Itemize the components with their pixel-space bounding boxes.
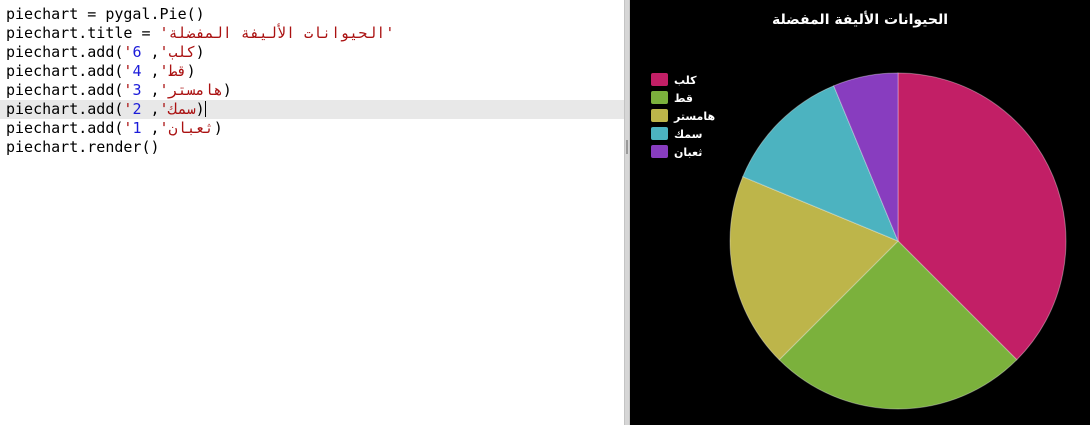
code-token: ) — [213, 119, 223, 137]
legend-swatch[interactable] — [651, 145, 668, 158]
code-line[interactable]: piechart.add('ثعبان', 1) — [0, 119, 624, 138]
legend-swatch[interactable] — [651, 91, 668, 104]
legend-label[interactable]: ثعبان — [674, 146, 702, 159]
code-token: 'الحيوانات الأليفة المفضلة' — [159, 24, 395, 42]
code-token: piechart.add( — [6, 43, 124, 61]
legend-label[interactable]: هامستر — [673, 110, 715, 123]
text-cursor — [204, 101, 206, 117]
code-token: 'كلب' — [123, 43, 196, 61]
code-token: piechart.add( — [6, 119, 124, 137]
code-line[interactable]: piechart.add('هامستر', 3) — [0, 81, 624, 100]
code-token: piechart.render() — [6, 138, 160, 156]
code-lines[interactable]: piechart = pygal.Pie() piechart.title = '… — [0, 0, 624, 157]
pie-chart: الحيوانات الأليفة المفضلة كلب قط هامستر سمك… — [651, 11, 1067, 410]
code-token: piechart = pygal.Pie() — [6, 5, 205, 23]
code-token: piechart.add( — [6, 62, 124, 80]
code-editor[interactable]: piechart = pygal.Pie() piechart.title = '… — [0, 0, 624, 425]
pie-slice[interactable] — [833, 72, 899, 242]
code-token: 1 — [132, 119, 142, 137]
code-token: , — [141, 62, 160, 80]
code-token: , — [141, 100, 160, 118]
code-token: 'سمك' — [123, 100, 196, 118]
code-line[interactable]: piechart.add('كلب', 6) — [0, 43, 624, 62]
pie-slice[interactable] — [778, 240, 1018, 410]
code-token: piechart.add( — [6, 81, 124, 99]
chart-title: الحيوانات الأليفة المفضلة — [772, 11, 948, 28]
code-line[interactable]: piechart.title = 'الحيوانات الأليفة المف… — [0, 24, 624, 43]
code-token: , — [141, 119, 160, 137]
code-token: 'قط' — [123, 62, 187, 80]
pie-slice[interactable] — [742, 85, 899, 242]
pie-slice[interactable] — [897, 72, 1067, 361]
code-token: , — [141, 43, 160, 61]
code-token: 3 — [132, 81, 142, 99]
splitter-grip-icon[interactable] — [626, 140, 628, 154]
pie-slices — [729, 72, 1067, 410]
legend-label[interactable]: قط — [674, 92, 693, 105]
legend-swatch[interactable] — [651, 73, 668, 86]
code-token: 'ثعبان' — [123, 119, 214, 137]
code-line[interactable]: piechart.render() — [0, 138, 624, 157]
pie-slice[interactable] — [729, 176, 899, 361]
pane-splitter[interactable] — [624, 0, 630, 425]
code-token: ) — [186, 62, 196, 80]
chart-legend: كلب قط هامستر سمك ثعبان — [651, 73, 715, 159]
code-token: 6 — [132, 43, 142, 61]
code-token: , — [141, 81, 160, 99]
legend-label[interactable]: سمك — [674, 128, 702, 141]
code-token: ) — [195, 43, 205, 61]
legend-swatch[interactable] — [651, 109, 668, 122]
code-line[interactable]: piechart.add('قط', 4) — [0, 62, 624, 81]
code-token: 'هامستر' — [123, 81, 223, 99]
code-token: 4 — [132, 62, 142, 80]
code-token: ) — [195, 100, 205, 118]
code-token: piechart.add( — [6, 100, 124, 118]
code-token: ) — [222, 81, 232, 99]
code-line[interactable]: piechart.add('سمك', 2) — [0, 100, 624, 119]
code-token: piechart.title = — [6, 24, 160, 42]
code-token: 2 — [132, 100, 142, 118]
code-line[interactable]: piechart = pygal.Pie() — [0, 5, 624, 24]
legend-label[interactable]: كلب — [674, 74, 697, 87]
chart-output-pane: الحيوانات الأليفة المفضلة كلب قط هامستر سمك… — [630, 0, 1090, 425]
legend-swatch[interactable] — [651, 127, 668, 140]
